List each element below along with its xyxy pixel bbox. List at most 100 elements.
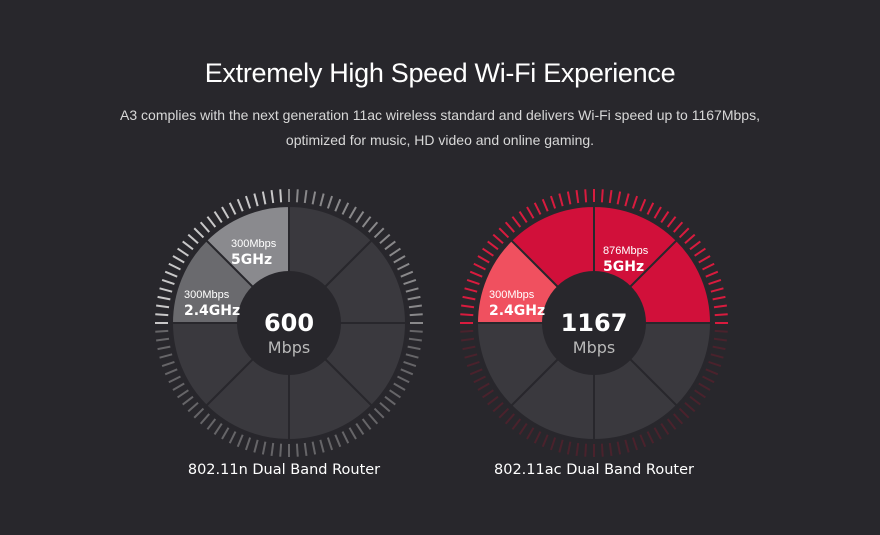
tick-mark: [279, 443, 283, 457]
tick-mark: [393, 255, 406, 264]
tick-mark: [397, 375, 410, 384]
tick-mark: [541, 434, 549, 448]
tick-mark: [155, 313, 169, 317]
tick-mark: [631, 195, 639, 209]
tick-mark: [533, 431, 542, 444]
tick-mark: [702, 262, 715, 271]
tick-mark: [466, 278, 480, 286]
gauge-caption-80211ac: 802.11ac Dual Band Router: [494, 462, 694, 478]
tick-mark: [384, 395, 396, 406]
tick-mark: [549, 437, 557, 451]
tick-mark: [311, 191, 317, 205]
tick-mark: [464, 353, 478, 359]
segment-speed-24ghz: 300Mbps: [489, 289, 535, 301]
tick-mark: [492, 233, 504, 244]
tick-mark: [660, 423, 670, 435]
tick-mark: [549, 195, 557, 209]
tick-mark: [206, 216, 217, 228]
tick-mark: [473, 262, 486, 271]
tick-mark: [270, 442, 275, 456]
segment-band-5ghz: 5GHz: [231, 252, 272, 268]
tick-mark: [221, 427, 230, 440]
tick-mark: [466, 360, 480, 368]
total-speed-value: 600: [264, 309, 314, 337]
tick-mark: [584, 443, 588, 457]
tick-mark: [373, 407, 385, 419]
tick-mark: [712, 345, 726, 351]
tick-mark: [660, 211, 670, 223]
description-line-2: optimized for music, HD video and online…: [285, 132, 595, 148]
tick-mark: [689, 240, 701, 251]
tick-mark: [236, 434, 244, 448]
tick-mark: [462, 345, 476, 351]
tick-mark: [408, 304, 422, 309]
tick-mark: [261, 191, 267, 205]
tick-mark: [653, 427, 662, 440]
tick-mark: [705, 270, 719, 278]
tick-mark: [526, 427, 535, 440]
tick-mark: [400, 270, 414, 278]
tick-mark: [279, 189, 283, 203]
tick-mark: [694, 247, 706, 257]
tick-mark: [526, 206, 535, 219]
tick-mark: [355, 423, 365, 435]
tick-mark: [689, 395, 701, 406]
segment-band-5ghz: 5GHz: [603, 259, 644, 275]
tick-mark: [334, 198, 342, 212]
tick-mark: [684, 233, 696, 244]
tick-mark: [666, 216, 677, 228]
tick-mark: [673, 413, 684, 425]
tick-mark: [712, 295, 726, 301]
tick-mark: [600, 443, 604, 457]
segment-speed-24ghz: 300Mbps: [184, 289, 230, 301]
tick-mark: [460, 329, 474, 333]
tick-ring-80211n: [155, 189, 423, 457]
gauge-80211ac: 1167 Mbps 300Mbps 2.4GHz 876Mbps 5GHz: [459, 188, 729, 458]
tick-mark: [584, 189, 588, 203]
tick-mark: [482, 389, 494, 399]
tick-mark: [168, 375, 181, 384]
tick-mark: [646, 202, 655, 215]
tick-mark: [504, 221, 515, 233]
tick-mark: [407, 345, 421, 351]
tick-mark: [341, 431, 350, 444]
tick-mark: [213, 423, 223, 435]
tick-mark: [221, 206, 230, 219]
tick-mark: [177, 389, 189, 399]
tick-mark: [157, 295, 171, 301]
tick-mark: [397, 262, 410, 271]
tick-mark: [698, 382, 711, 391]
tick-mark: [319, 193, 325, 207]
tick-mark: [389, 247, 401, 257]
tick-mark: [407, 295, 421, 301]
tick-mark: [206, 418, 217, 430]
tick-mark: [182, 240, 194, 251]
tick-mark: [678, 227, 690, 239]
tick-mark: [461, 304, 475, 309]
tick-mark: [193, 407, 205, 419]
tick-mark: [244, 195, 252, 209]
tick-mark: [405, 287, 419, 293]
tick-mark: [261, 441, 267, 455]
tick-mark: [199, 413, 210, 425]
tick-mark: [616, 441, 622, 455]
segment-band-24ghz: 2.4GHz: [489, 303, 545, 319]
tick-mark: [326, 437, 334, 451]
tick-ring-80211ac: [460, 189, 728, 457]
tick-mark: [326, 195, 334, 209]
tick-mark: [156, 304, 170, 309]
tick-mark: [311, 441, 317, 455]
tick-mark: [253, 439, 259, 453]
tick-mark: [462, 295, 476, 301]
tick-mark: [355, 211, 365, 223]
tick-mark: [558, 193, 564, 207]
tick-mark: [408, 337, 422, 342]
total-speed-value: 1167: [561, 309, 628, 337]
tick-mark: [575, 442, 580, 456]
tick-mark: [172, 255, 185, 264]
tick-mark: [164, 270, 178, 278]
tick-mark: [666, 418, 677, 430]
tick-mark: [469, 270, 483, 278]
tick-mark: [710, 353, 724, 359]
